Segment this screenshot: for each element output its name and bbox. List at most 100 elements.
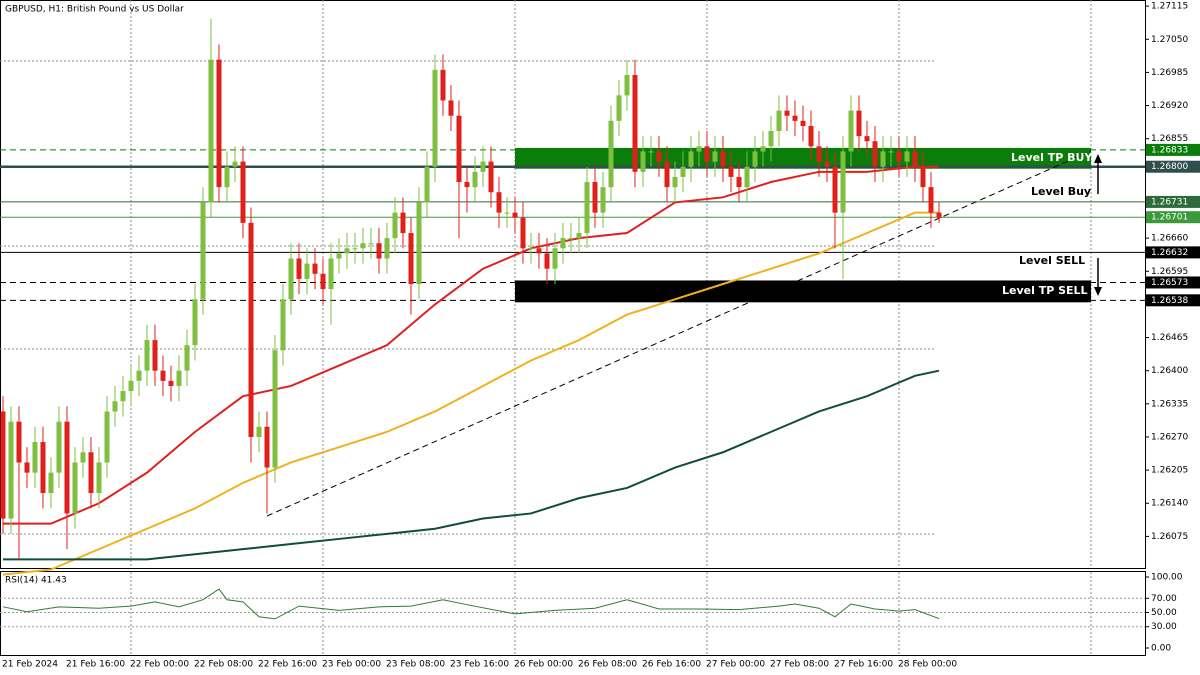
y-tick-label: 1.26985 (1151, 68, 1188, 78)
candle-body (272, 350, 278, 468)
x-tick-label: 22 Feb 00:00 (130, 660, 189, 670)
candle-body (448, 100, 454, 116)
x-tick-label: 27 Feb 00:00 (706, 660, 765, 670)
candle-body (768, 131, 774, 147)
candle-body (832, 166, 838, 213)
candle-body (568, 238, 574, 240)
y-tick-label: 1.26855 (1151, 134, 1188, 144)
candle-body (264, 426, 270, 468)
candle-body (600, 187, 606, 213)
trendline (266, 150, 1092, 517)
candle-body (48, 472, 54, 494)
x-tick-label: 27 Feb 16:00 (834, 660, 893, 670)
chart-title: GBPUSD, H1: British Pound vs US Dollar (5, 5, 184, 15)
annotation: Level TP SELL (1002, 284, 1088, 297)
candle-body (120, 391, 126, 402)
candle-body (416, 202, 422, 284)
candle-body (160, 370, 166, 381)
y-tick-label: 1.26920 (1151, 101, 1188, 111)
level-price-label: 1.26573 (1151, 278, 1188, 288)
level-price-label: 1.26701 (1151, 213, 1188, 223)
candle-body (608, 120, 614, 188)
candle-body (312, 263, 318, 274)
x-tick-label: 22 Feb 16:00 (258, 660, 317, 670)
candle-body (0, 411, 6, 519)
candle-body (744, 166, 750, 188)
rsi-frame (0, 571, 1146, 656)
candle-body (712, 151, 718, 162)
candle-body (128, 380, 134, 392)
candle-body (888, 151, 894, 153)
candle-body (736, 176, 742, 188)
candle-body (664, 161, 670, 188)
candle-body (632, 74, 638, 172)
level-price-box (1146, 246, 1200, 259)
candle-body (936, 212, 942, 218)
candle-body (584, 182, 590, 234)
candle-body (280, 299, 286, 351)
level-price-label: 1.26833 (1151, 145, 1188, 155)
candle-body (112, 401, 118, 412)
x-tick-label: 21 Feb 16:00 (66, 660, 125, 670)
candle-body (784, 110, 790, 116)
x-tick-label: 28 Feb 00:00 (898, 660, 957, 670)
candle-body (800, 120, 806, 126)
candle-body (504, 212, 510, 214)
y-tick-label: 1.26140 (1151, 499, 1188, 509)
annotation: Level Buy (1031, 185, 1091, 198)
candle-body (904, 151, 910, 162)
candle-body (304, 263, 310, 279)
candle-body (32, 442, 38, 473)
candle-body (104, 411, 110, 463)
x-tick-label: 26 Feb 08:00 (578, 660, 637, 670)
candle-body (840, 151, 846, 213)
candle-body (256, 426, 262, 437)
annotation: Level SELL (1019, 254, 1085, 267)
candle-body (368, 243, 374, 245)
candle-body (704, 146, 710, 162)
moving-average (3, 369, 940, 561)
candle-body (880, 151, 886, 167)
level-price-box (1146, 160, 1200, 173)
candle-body (24, 462, 30, 473)
candle-body (208, 59, 214, 203)
candle-body (40, 442, 46, 494)
candle-body (376, 243, 382, 259)
candle-body (488, 161, 494, 193)
rsi-line (2, 588, 940, 620)
candle-body (320, 273, 326, 290)
level-price-box (1146, 276, 1200, 289)
candle-body (456, 115, 462, 183)
y-tick-label: 1.26595 (1151, 267, 1188, 277)
x-tick-label: 22 Feb 08:00 (194, 660, 253, 670)
candle-body (656, 151, 662, 162)
candle-body (480, 161, 486, 172)
candle-body (168, 380, 174, 386)
candle-body (344, 248, 350, 254)
candle-body (56, 421, 62, 473)
candle-body (792, 115, 798, 121)
x-tick-label: 26 Feb 16:00 (642, 660, 701, 670)
moving-average (2, 211, 939, 576)
candle-body (288, 258, 294, 300)
candle-body (392, 212, 398, 239)
candle-body (408, 233, 414, 284)
candle-body (752, 151, 758, 167)
candle-body (856, 110, 862, 137)
rsi-tick-label: 30.00 (1151, 622, 1177, 632)
x-tick-label: 23 Feb 00:00 (322, 660, 381, 670)
moving-average (3, 165, 939, 525)
x-tick-label: 23 Feb 08:00 (386, 660, 445, 670)
candle-body (872, 141, 878, 167)
rsi-tick-label: 100.00 (1151, 573, 1183, 583)
candle-body (696, 146, 702, 152)
candle-body (8, 421, 14, 519)
zone (515, 280, 1091, 303)
candle-body (528, 248, 534, 250)
candle-body (640, 151, 646, 172)
candle-body (400, 212, 406, 234)
candle-body (152, 340, 158, 371)
candle-body (592, 182, 598, 213)
candle-body (432, 69, 438, 167)
